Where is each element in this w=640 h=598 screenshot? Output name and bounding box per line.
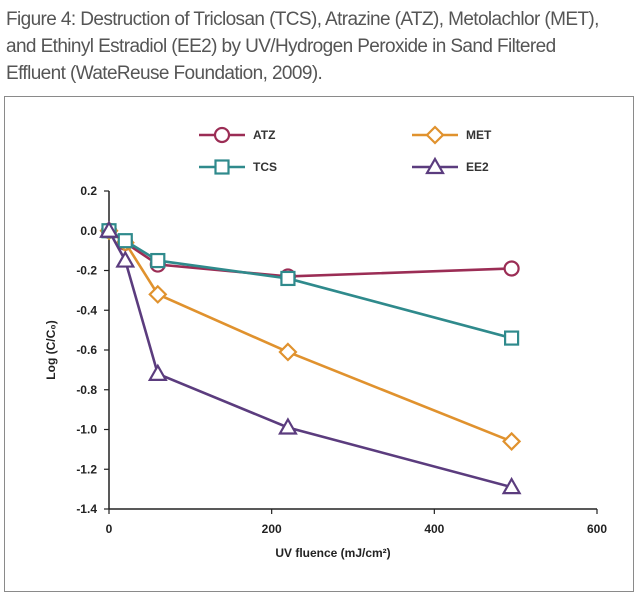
data-point-met [148, 284, 168, 304]
data-point-ee2 [147, 363, 168, 381]
legend-marker-tcs [214, 159, 230, 175]
y-axis-label: Log (C/C₀) [44, 320, 58, 379]
y-tick-label: 0.2 [80, 184, 97, 198]
data-point-tcs [150, 252, 166, 269]
data-point-ee2 [99, 220, 119, 238]
series-tcs [101, 223, 520, 346]
legend-label-atz: ATZ [253, 128, 275, 142]
y-tick-label: -0.2 [76, 264, 97, 278]
y-tick-label: -1.2 [76, 462, 97, 476]
legend-marker-ee2 [425, 156, 445, 175]
data-point-ee2 [115, 250, 136, 268]
series-line-ee2 [107, 230, 512, 489]
series-line-tcs [108, 229, 512, 340]
y-tick-label: -0.6 [76, 343, 97, 357]
x-axis-label: UV fluence (mJ/cm²) [275, 546, 390, 560]
legend-item-met: MET [412, 125, 492, 145]
x-tick-label: 600 [587, 522, 607, 536]
data-point-met [502, 431, 522, 451]
data-point-tcs [504, 330, 520, 346]
series-line-atz [108, 229, 512, 278]
x-tick-label: 200 [262, 522, 282, 536]
legend-item-ee2: EE2 [412, 156, 489, 175]
data-point-ee2 [501, 476, 522, 495]
data-point-tcs [280, 270, 296, 287]
legend-item-tcs: TCS [199, 159, 277, 175]
y-tick-label: 0.0 [80, 224, 97, 238]
legend-marker-met [425, 125, 445, 145]
legend: ATZ MET TCS EE2 [199, 125, 492, 175]
data-point-tcs [117, 233, 133, 249]
axes: 0.2 0.0 -0.2 -0.4 -0.6 -0.8 -1.0 -1.2 -1.4 0 200 40… [76, 184, 607, 536]
x-tick-label: 0 [106, 522, 113, 536]
legend-item-atz: ATZ [199, 126, 275, 144]
series-layer [99, 220, 522, 495]
line-chart: ATZ MET TCS EE2 0.2 0.0 -0.2 -0.4 -0.6 -0.8 -1.0 -… [44, 125, 607, 560]
y-tick-label: -1.4 [76, 502, 97, 516]
series-ee2 [99, 220, 522, 495]
y-tick-label: -0.4 [76, 303, 97, 317]
y-tick-label: -0.8 [76, 383, 97, 397]
legend-marker-atz [213, 126, 231, 144]
legend-label-met: MET [466, 128, 492, 142]
figure-caption: Figure 4: Destruction of Triclosan (TCS)… [6, 9, 599, 84]
x-tick-label: 400 [424, 522, 444, 536]
legend-label-ee2: EE2 [466, 160, 489, 174]
data-point-met [278, 342, 298, 362]
legend-label-tcs: TCS [253, 160, 277, 174]
data-point-atz [503, 260, 520, 277]
chart-frame: ATZ MET TCS EE2 0.2 0.0 -0.2 -0.4 -0.6 -0.8 -1.0 -… [4, 96, 634, 592]
data-point-ee2 [278, 417, 298, 435]
y-tick-label: -1.0 [76, 423, 97, 437]
